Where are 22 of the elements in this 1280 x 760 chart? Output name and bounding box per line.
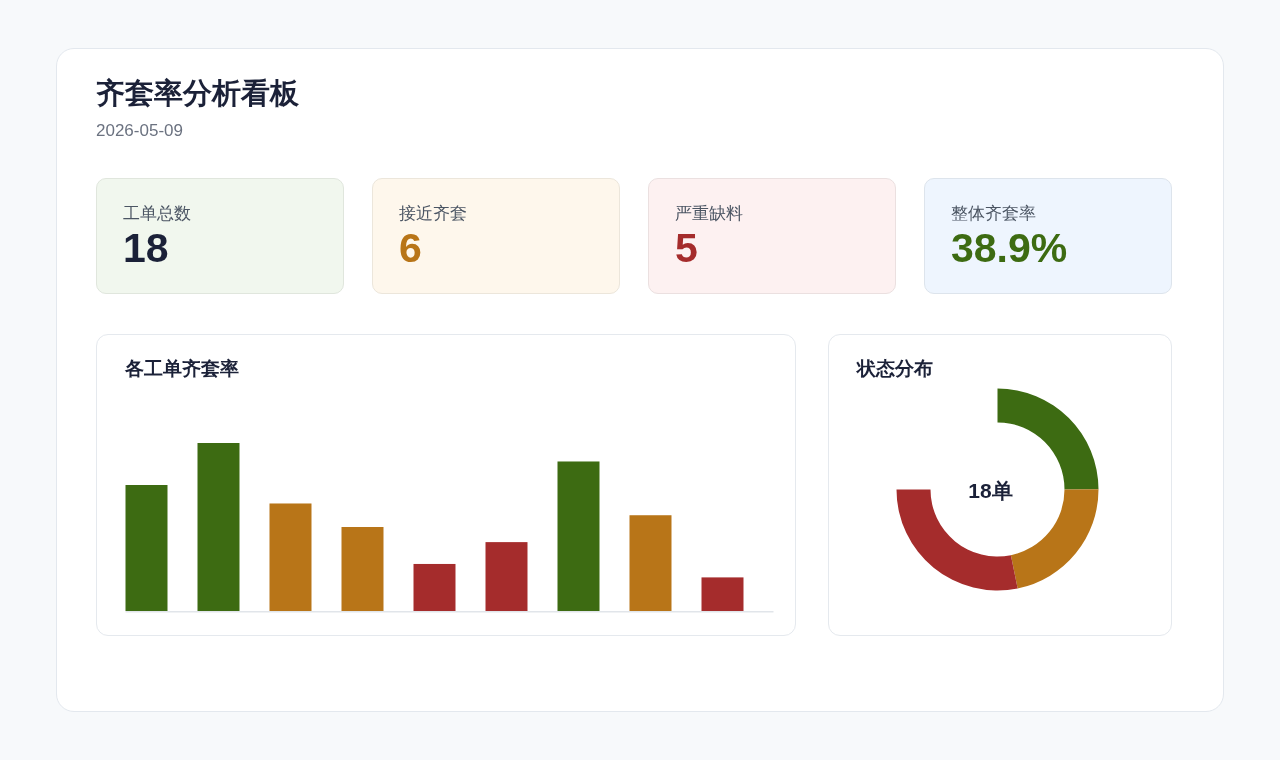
bar [485, 542, 528, 611]
bar [629, 515, 672, 611]
text: 38.9% [951, 225, 1068, 271]
text: 2026-05-09 [96, 121, 183, 141]
text: 18 [123, 225, 169, 271]
category-label: 整体齐套率 [951, 203, 1036, 225]
chart-title: 各工单齐套率 [125, 358, 239, 380]
category-label: 接近齐套 [399, 203, 467, 225]
bar [701, 577, 744, 611]
bar [341, 527, 384, 611]
bar [269, 503, 312, 611]
bar [125, 485, 168, 611]
bar [557, 461, 600, 611]
text: 6 [399, 225, 422, 271]
category-label: 严重缺料 [675, 203, 743, 225]
chart-title: 状态分布 [857, 358, 933, 380]
category-label: 工单总数 [123, 203, 191, 225]
bar [413, 563, 456, 611]
text: 5 [675, 225, 698, 271]
text: 齐套率分析看板 [96, 76, 299, 110]
text: 18单 [968, 478, 1013, 502]
bar [197, 443, 240, 611]
